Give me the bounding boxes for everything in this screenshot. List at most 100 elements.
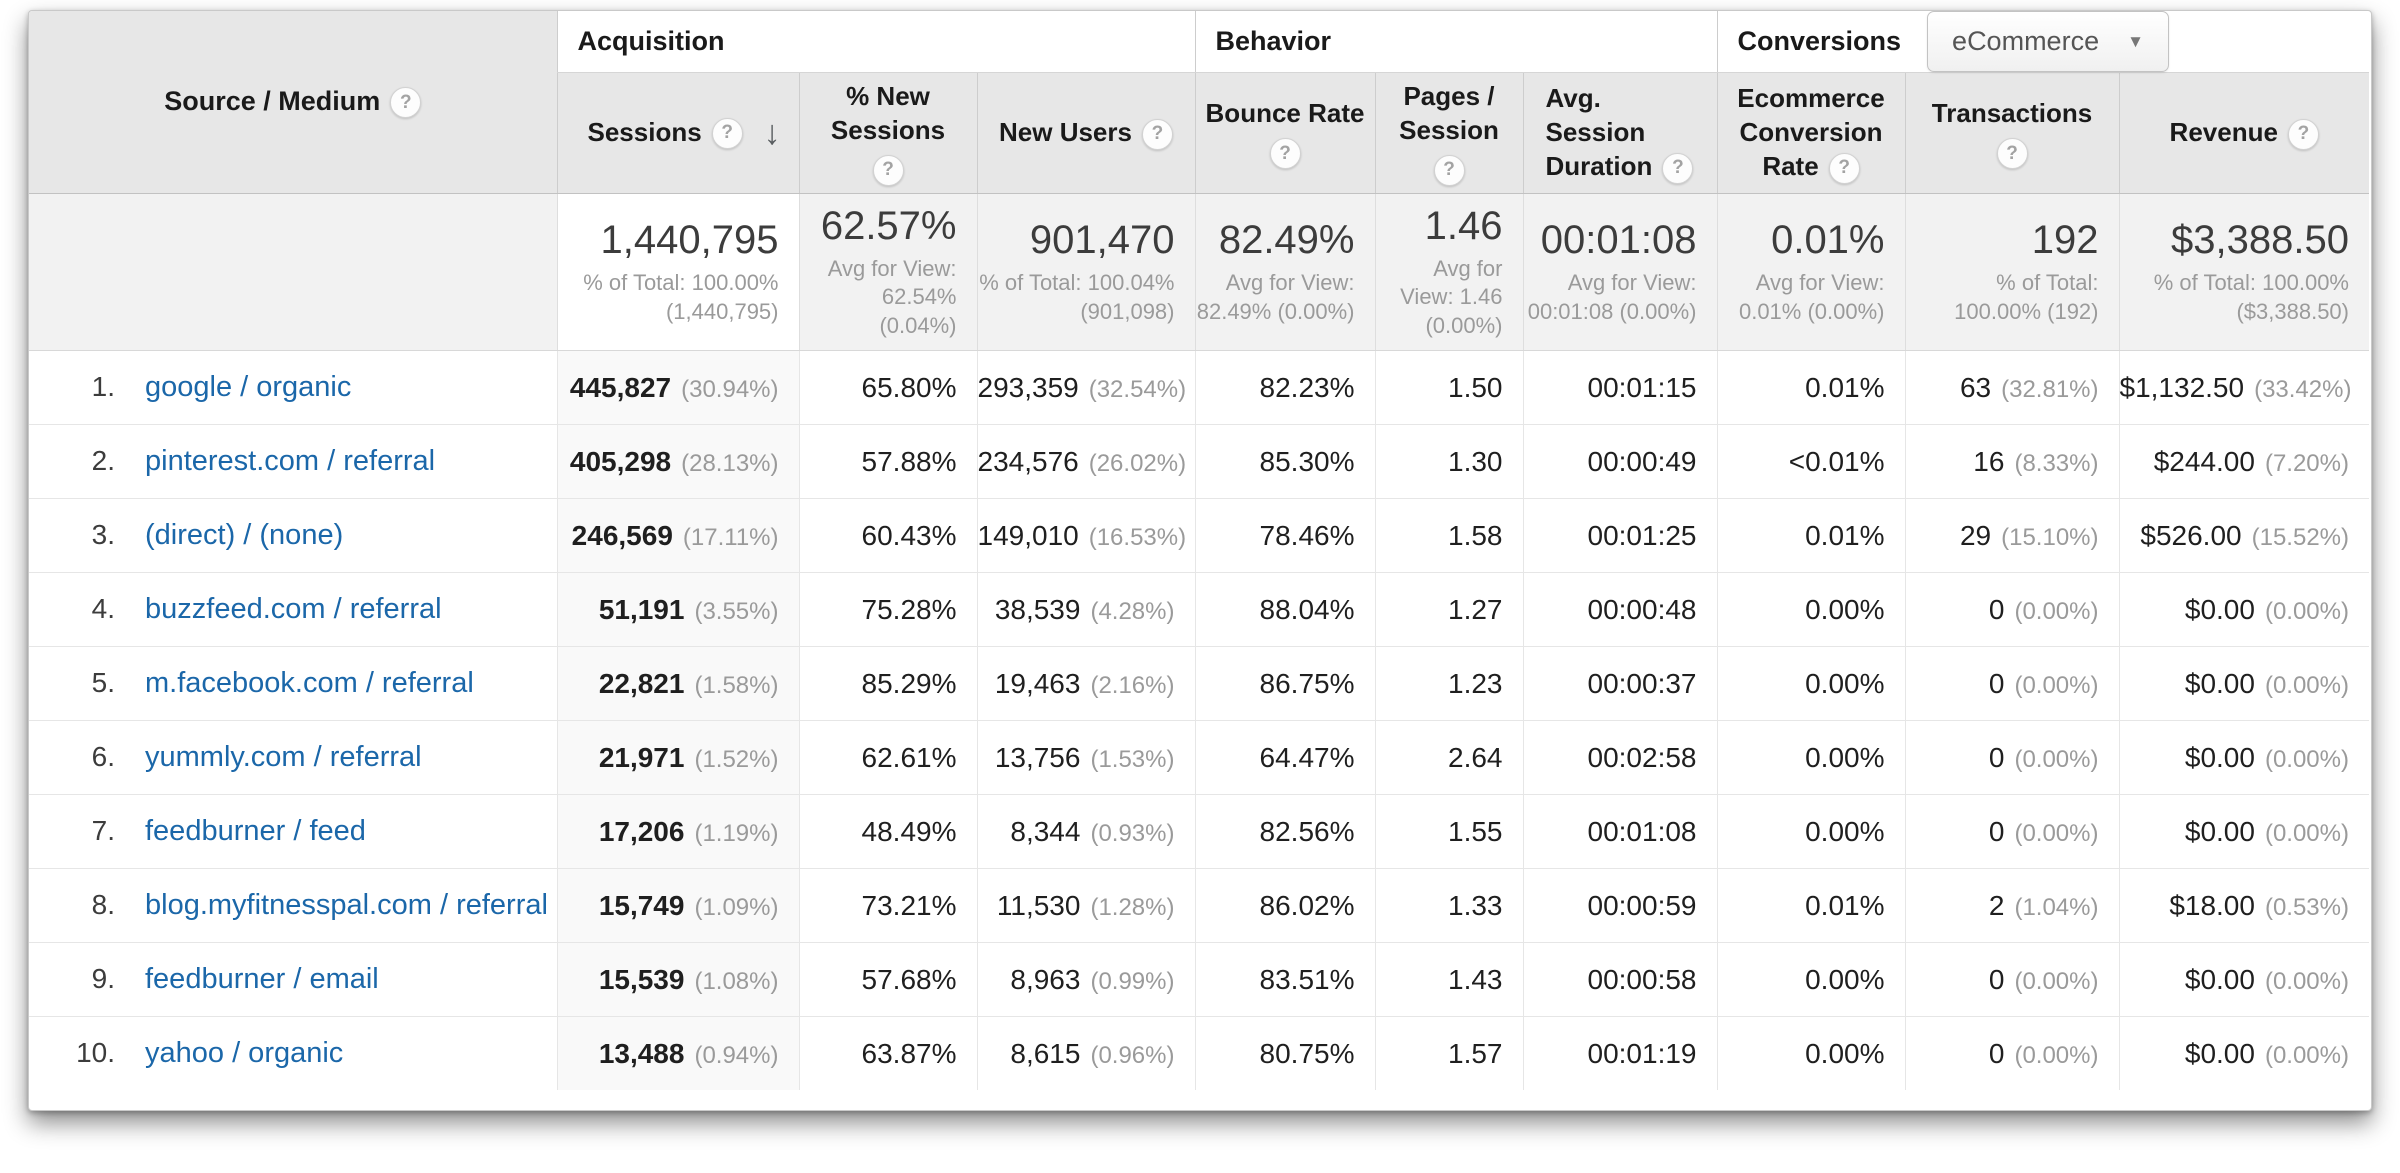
row-index: 2. [91, 445, 115, 476]
help-icon[interactable]: ? [1141, 118, 1173, 150]
table-row: 8. blog.myfitnesspal.com / referral 15,74… [29, 868, 2369, 943]
column-header-revenue[interactable]: Revenue? [2118, 72, 2369, 194]
ecommerce-conversion-rate-cell: 0.00% [1716, 572, 1905, 647]
help-icon[interactable]: ? [872, 155, 904, 187]
new-sessions-cell: 73.21% [798, 868, 977, 943]
column-header-transactions[interactable]: Transactions? [1904, 72, 2119, 194]
ecommerce-conversion-rate-cell: 0.00% [1716, 794, 1905, 869]
help-icon[interactable]: ? [1269, 138, 1301, 170]
new-sessions-cell: 60.43% [798, 498, 977, 573]
transactions-cell: 29 (15.10%) [1904, 498, 2119, 573]
ecommerce-conversion-rate-cell: 0.01% [1716, 498, 1905, 573]
ecommerce-conversion-rate-cell: 0.00% [1716, 720, 1905, 795]
source-medium-link[interactable]: (direct) / (none) [145, 519, 344, 551]
sort-descending-icon[interactable]: ↓ [763, 113, 781, 152]
avg-session-duration-cell: 00:01:15 [1522, 350, 1717, 425]
new-users-cell: 293,359 (32.54%) [976, 350, 1195, 425]
sessions-cell: 405,298 (28.13%) [556, 424, 799, 499]
summary-source-cell [29, 193, 557, 351]
help-icon[interactable]: ? [2287, 118, 2319, 150]
sessions-cell: 13,488 (0.94%) [556, 1016, 799, 1090]
source-cell: 4. buzzfeed.com / referral [29, 572, 557, 647]
revenue-cell: $0.00 (0.00%) [2118, 720, 2369, 795]
help-icon[interactable]: ? [711, 117, 743, 149]
summary-avg-session-duration: 00:01:08 Avg for View: 00:01:08 (0.00%) [1522, 193, 1717, 351]
dropdown-selected-value: eCommerce [1952, 26, 2100, 56]
source-medium-header[interactable]: Source / Medium? [29, 11, 557, 194]
new-users-cell: 149,010 (16.53%) [976, 498, 1195, 573]
source-medium-table: Source / Medium? Acquisition Behavior Co… [29, 11, 2369, 1090]
help-icon[interactable]: ? [390, 87, 422, 119]
source-medium-link[interactable]: google / organic [145, 371, 352, 403]
row-index: 4. [91, 593, 115, 624]
new-users-cell: 19,463 (2.16%) [976, 646, 1195, 721]
table-row: 10. yahoo / organic 13,488 (0.94%) 63.87% … [29, 1016, 2369, 1090]
pages-session-cell: 1.43 [1374, 942, 1523, 1017]
help-icon[interactable]: ? [1996, 138, 2028, 170]
transactions-cell: 2 (1.04%) [1904, 868, 2119, 943]
column-header-new-users[interactable]: New Users? [976, 72, 1195, 194]
transactions-cell: 0 (0.00%) [1904, 942, 2119, 1017]
source-cell: 10. yahoo / organic [29, 1016, 557, 1090]
sessions-cell: 21,971 (1.52%) [556, 720, 799, 795]
avg-session-duration-cell: 00:01:08 [1522, 794, 1717, 869]
bounce-rate-cell: 83.51% [1194, 942, 1375, 1017]
ecommerce-conversion-rate-cell: 0.01% [1716, 350, 1905, 425]
group-conversions: Conversions eCommerce ▼ [1716, 11, 2369, 73]
sessions-cell: 246,569 (17.11%) [556, 498, 799, 573]
help-icon[interactable]: ? [1433, 155, 1465, 187]
column-header-pages-session[interactable]: Pages / Session? [1374, 72, 1523, 194]
revenue-cell: $0.00 (0.00%) [2118, 794, 2369, 869]
source-medium-link[interactable]: pinterest.com / referral [145, 445, 436, 477]
source-medium-link[interactable]: feedburner / feed [145, 815, 366, 847]
sessions-cell: 22,821 (1.58%) [556, 646, 799, 721]
bounce-rate-cell: 64.47% [1194, 720, 1375, 795]
sessions-cell: 15,539 (1.08%) [556, 942, 799, 1017]
source-medium-link[interactable]: yahoo / organic [145, 1037, 344, 1069]
pages-session-cell: 2.64 [1374, 720, 1523, 795]
source-cell: 9. feedburner / email [29, 942, 557, 1017]
row-index: 6. [91, 741, 115, 772]
transactions-cell: 0 (0.00%) [1904, 572, 2119, 647]
ecommerce-dropdown[interactable]: eCommerce ▼ [1927, 11, 2169, 72]
table-row: 6. yummly.com / referral 21,971 (1.52%) 62… [29, 720, 2369, 795]
row-index: 1. [91, 371, 115, 402]
new-sessions-cell: 57.68% [798, 942, 977, 1017]
summary-transactions: 192% of Total: 100.00% (192) [1904, 193, 2119, 351]
source-medium-link[interactable]: feedburner / email [145, 963, 379, 995]
column-header-ecommerce-conversion-rate[interactable]: Ecommerce Conversion Rate? [1716, 72, 1905, 194]
pages-session-cell: 1.50 [1374, 350, 1523, 425]
source-medium-link[interactable]: yummly.com / referral [145, 741, 422, 773]
new-users-cell: 38,539 (4.28%) [976, 572, 1195, 647]
table-row: 1. google / organic 445,827 (30.94%) 65.80… [29, 350, 2369, 425]
avg-session-duration-cell: 00:01:19 [1522, 1016, 1717, 1090]
row-index: 3. [91, 519, 115, 550]
transactions-cell: 63 (32.81%) [1904, 350, 2119, 425]
column-header-bounce-rate[interactable]: Bounce Rate? [1194, 72, 1375, 194]
revenue-cell: $0.00 (0.00%) [2118, 942, 2369, 1017]
source-medium-link[interactable]: buzzfeed.com / referral [145, 593, 442, 625]
summary-pages-session: 1.46 Avg for View: 1.46 (0.00%) [1374, 193, 1523, 351]
table-row: 5. m.facebook.com / referral 22,821 (1.58%… [29, 646, 2369, 721]
source-cell: 7. feedburner / feed [29, 794, 557, 869]
column-header-avg-session-duration[interactable]: Avg. Session Duration? [1522, 72, 1717, 194]
new-users-cell: 11,530 (1.28%) [976, 868, 1195, 943]
table-row: 4. buzzfeed.com / referral 51,191 (3.55%) … [29, 572, 2369, 647]
source-medium-link[interactable]: m.facebook.com / referral [145, 667, 474, 699]
column-header-sessions[interactable]: Sessions? ↓ [556, 72, 799, 194]
bounce-rate-cell: 78.46% [1194, 498, 1375, 573]
bounce-rate-cell: 86.75% [1194, 646, 1375, 721]
source-cell: 6. yummly.com / referral [29, 720, 557, 795]
column-header-new-sessions[interactable]: % New Sessions? [798, 72, 977, 194]
help-icon[interactable]: ? [1662, 152, 1694, 184]
avg-session-duration-cell: 00:02:58 [1522, 720, 1717, 795]
row-index: 9. [91, 963, 115, 994]
new-sessions-cell: 75.28% [798, 572, 977, 647]
help-icon[interactable]: ? [1828, 152, 1860, 184]
source-medium-link[interactable]: blog.myfitnesspal.com / referral [145, 889, 548, 921]
avg-session-duration-cell: 00:00:49 [1522, 424, 1717, 499]
ecommerce-conversion-rate-cell: 0.01% [1716, 868, 1905, 943]
summary-ecommerce-conversion-rate: 0.01% Avg for View: 0.01% (0.00%) [1716, 193, 1905, 351]
row-index: 5. [91, 667, 115, 698]
revenue-cell: $244.00 (7.20%) [2118, 424, 2369, 499]
